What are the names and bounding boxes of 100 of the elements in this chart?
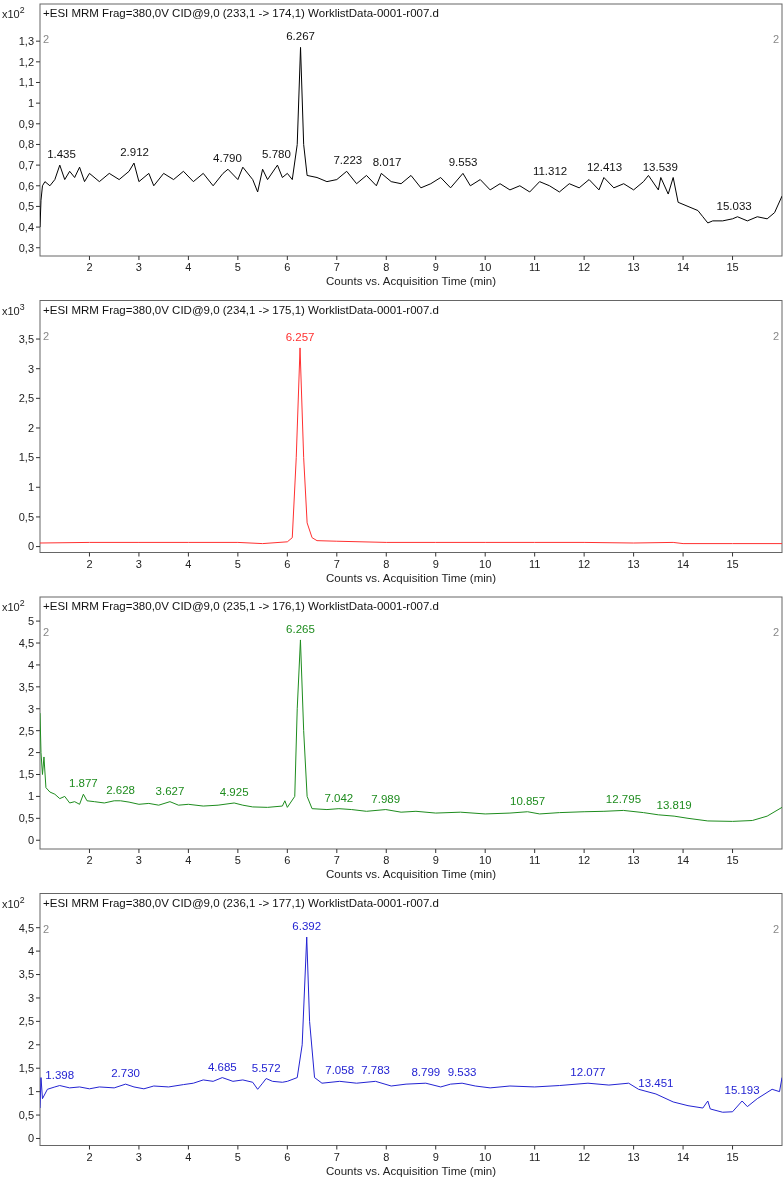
y-tick-label: 0,5 bbox=[18, 812, 34, 825]
x-tick-label: 13 bbox=[627, 261, 640, 273]
annotation: 4.790 bbox=[213, 152, 242, 165]
y-tick-label: 0 bbox=[27, 540, 34, 553]
x-tick-label: 14 bbox=[676, 261, 690, 273]
x-tick-label: 4 bbox=[185, 1150, 192, 1163]
annotation: 7.223 bbox=[333, 154, 363, 167]
y-axis-title: x10$^{2}$ bbox=[2, 894, 25, 910]
annotation: 11.312 bbox=[532, 164, 568, 177]
x-tick-label: 3 bbox=[135, 1150, 142, 1163]
y-tick-label: 1 bbox=[27, 790, 34, 803]
x-tick-label: 5 bbox=[234, 1150, 241, 1163]
x-tick-label: 8 bbox=[383, 854, 390, 866]
annotation: 8.799 bbox=[411, 1066, 441, 1079]
y-tick-label: 1 bbox=[27, 481, 34, 494]
y-tick-label: 0 bbox=[27, 1132, 34, 1145]
x-axis-title: Counts vs. Acquisition Time (min) bbox=[325, 1164, 497, 1177]
annotation: 13.539 bbox=[642, 160, 678, 173]
x-tick-label: 5 bbox=[234, 854, 241, 866]
x-tick-label: 7 bbox=[333, 261, 340, 273]
annotation: 9.533 bbox=[447, 1066, 477, 1079]
y-tick-label: 2,5 bbox=[18, 724, 34, 737]
x-tick-label: 10 bbox=[479, 854, 492, 866]
y-tick-label: 0,6 bbox=[18, 179, 34, 192]
x-tick-label: 4 bbox=[185, 557, 192, 570]
annotation: 7.783 bbox=[361, 1064, 390, 1077]
chart-title: +ESI MRM Frag=380,0V CID@9,0 (236,1 -> 177,1) WorklistData-0001-r007.d bbox=[43, 896, 439, 909]
y-tick-label: 2 bbox=[27, 1038, 34, 1051]
x-tick-label: 14 bbox=[676, 1150, 690, 1163]
x-tick-label: 12 bbox=[578, 854, 591, 866]
annotation: 7.058 bbox=[325, 1064, 355, 1077]
y-tick-label: 4 bbox=[27, 658, 34, 671]
x-tick-label: 9 bbox=[432, 261, 439, 273]
y-tick-label: 5 bbox=[27, 614, 34, 627]
annotation: 1.398 bbox=[45, 1068, 75, 1081]
x-tick-label: 7 bbox=[333, 1150, 340, 1163]
x-axis-title: Counts vs. Acquisition Time (min) bbox=[325, 868, 497, 880]
annotation: 7.989 bbox=[371, 792, 401, 805]
y-tick-label: 3,5 bbox=[18, 968, 34, 981]
x-tick-label: 8 bbox=[383, 557, 390, 570]
y-tick-label: 1,1 bbox=[18, 76, 34, 89]
x-tick-label: 10 bbox=[479, 261, 492, 273]
y-axis-title: x10$^{2}$ bbox=[2, 598, 25, 613]
y-tick-label: 1 bbox=[27, 97, 34, 109]
x-tick-label: 3 bbox=[135, 854, 142, 866]
annotation: 5.572 bbox=[251, 1061, 281, 1074]
y-tick-label: 1,5 bbox=[18, 451, 34, 464]
line-series bbox=[40, 639, 782, 822]
chart-title: +ESI MRM Frag=380,0V CID@9,0 (233,1 -> 174,1) WorklistData-0001-r007.d bbox=[43, 7, 439, 19]
annotation: 3.627 bbox=[155, 784, 185, 797]
annotation: 4.925 bbox=[219, 785, 249, 798]
y-tick-label: 1,2 bbox=[18, 55, 34, 68]
x-tick-label: 2 bbox=[86, 854, 93, 866]
y-tick-label: 4,5 bbox=[18, 636, 34, 649]
annotation: 2 bbox=[772, 922, 779, 935]
x-tick-label: 6 bbox=[284, 854, 291, 866]
annotation: 8.017 bbox=[372, 156, 402, 169]
y-tick-label: 0 bbox=[27, 834, 34, 847]
annotation: 2.628 bbox=[106, 783, 135, 796]
y-tick-label: 0,7 bbox=[18, 158, 34, 171]
x-tick-label: 11 bbox=[528, 1150, 541, 1163]
y-tick-label: 1 bbox=[27, 1085, 34, 1098]
x-tick-label: 10 bbox=[479, 1150, 492, 1163]
chart-title: +ESI MRM Frag=380,0V CID@9,0 (234,1 -> 175,1) WorklistData-0001-r007.d bbox=[43, 303, 439, 316]
y-tick-label: 1,3 bbox=[18, 35, 34, 48]
annotation: 15.033 bbox=[716, 199, 752, 212]
x-tick-label: 5 bbox=[234, 557, 241, 570]
x-tick-label: 7 bbox=[333, 557, 340, 570]
x-tick-label: 2 bbox=[86, 1150, 93, 1163]
line-series bbox=[40, 936, 782, 1113]
y-tick-label: 0,5 bbox=[18, 1108, 34, 1121]
annotation: 6.267 bbox=[286, 30, 315, 43]
y-tick-label: 2,5 bbox=[18, 1015, 34, 1028]
y-tick-label: 4 bbox=[27, 944, 34, 957]
x-tick-label: 13 bbox=[627, 1150, 640, 1163]
y-tick-label: 2,5 bbox=[18, 392, 34, 405]
x-tick-label: 14 bbox=[676, 854, 690, 866]
x-tick-label: 9 bbox=[432, 557, 439, 570]
y-tick-label: 0,3 bbox=[18, 241, 34, 254]
x-tick-label: 12 bbox=[578, 1150, 591, 1163]
y-tick-label: 0,8 bbox=[18, 138, 34, 151]
annotation: 12.077 bbox=[570, 1066, 606, 1079]
annotation: 2.730 bbox=[111, 1067, 140, 1080]
x-axis-title: Counts vs. Acquisition Time (min) bbox=[325, 571, 497, 584]
line-series bbox=[40, 347, 782, 545]
annotation: 12.795 bbox=[605, 793, 642, 806]
y-tick-label: 0,4 bbox=[18, 220, 34, 233]
annotation: 4.685 bbox=[207, 1060, 237, 1073]
x-tick-label: 2 bbox=[86, 557, 93, 570]
x-tick-label: 3 bbox=[135, 557, 142, 570]
annotation: 2 bbox=[43, 922, 50, 935]
annotation: 2.912 bbox=[120, 146, 149, 159]
x-tick-label: 3 bbox=[135, 261, 142, 273]
y-tick-label: 2 bbox=[27, 746, 34, 759]
annotation: 2 bbox=[43, 626, 50, 638]
annotation: 15.193 bbox=[724, 1084, 760, 1096]
y-tick-label: 3 bbox=[27, 991, 34, 1004]
annotation: 5.780 bbox=[262, 148, 291, 161]
x-tick-label: 4 bbox=[185, 261, 192, 273]
x-tick-label: 9 bbox=[432, 1150, 439, 1163]
